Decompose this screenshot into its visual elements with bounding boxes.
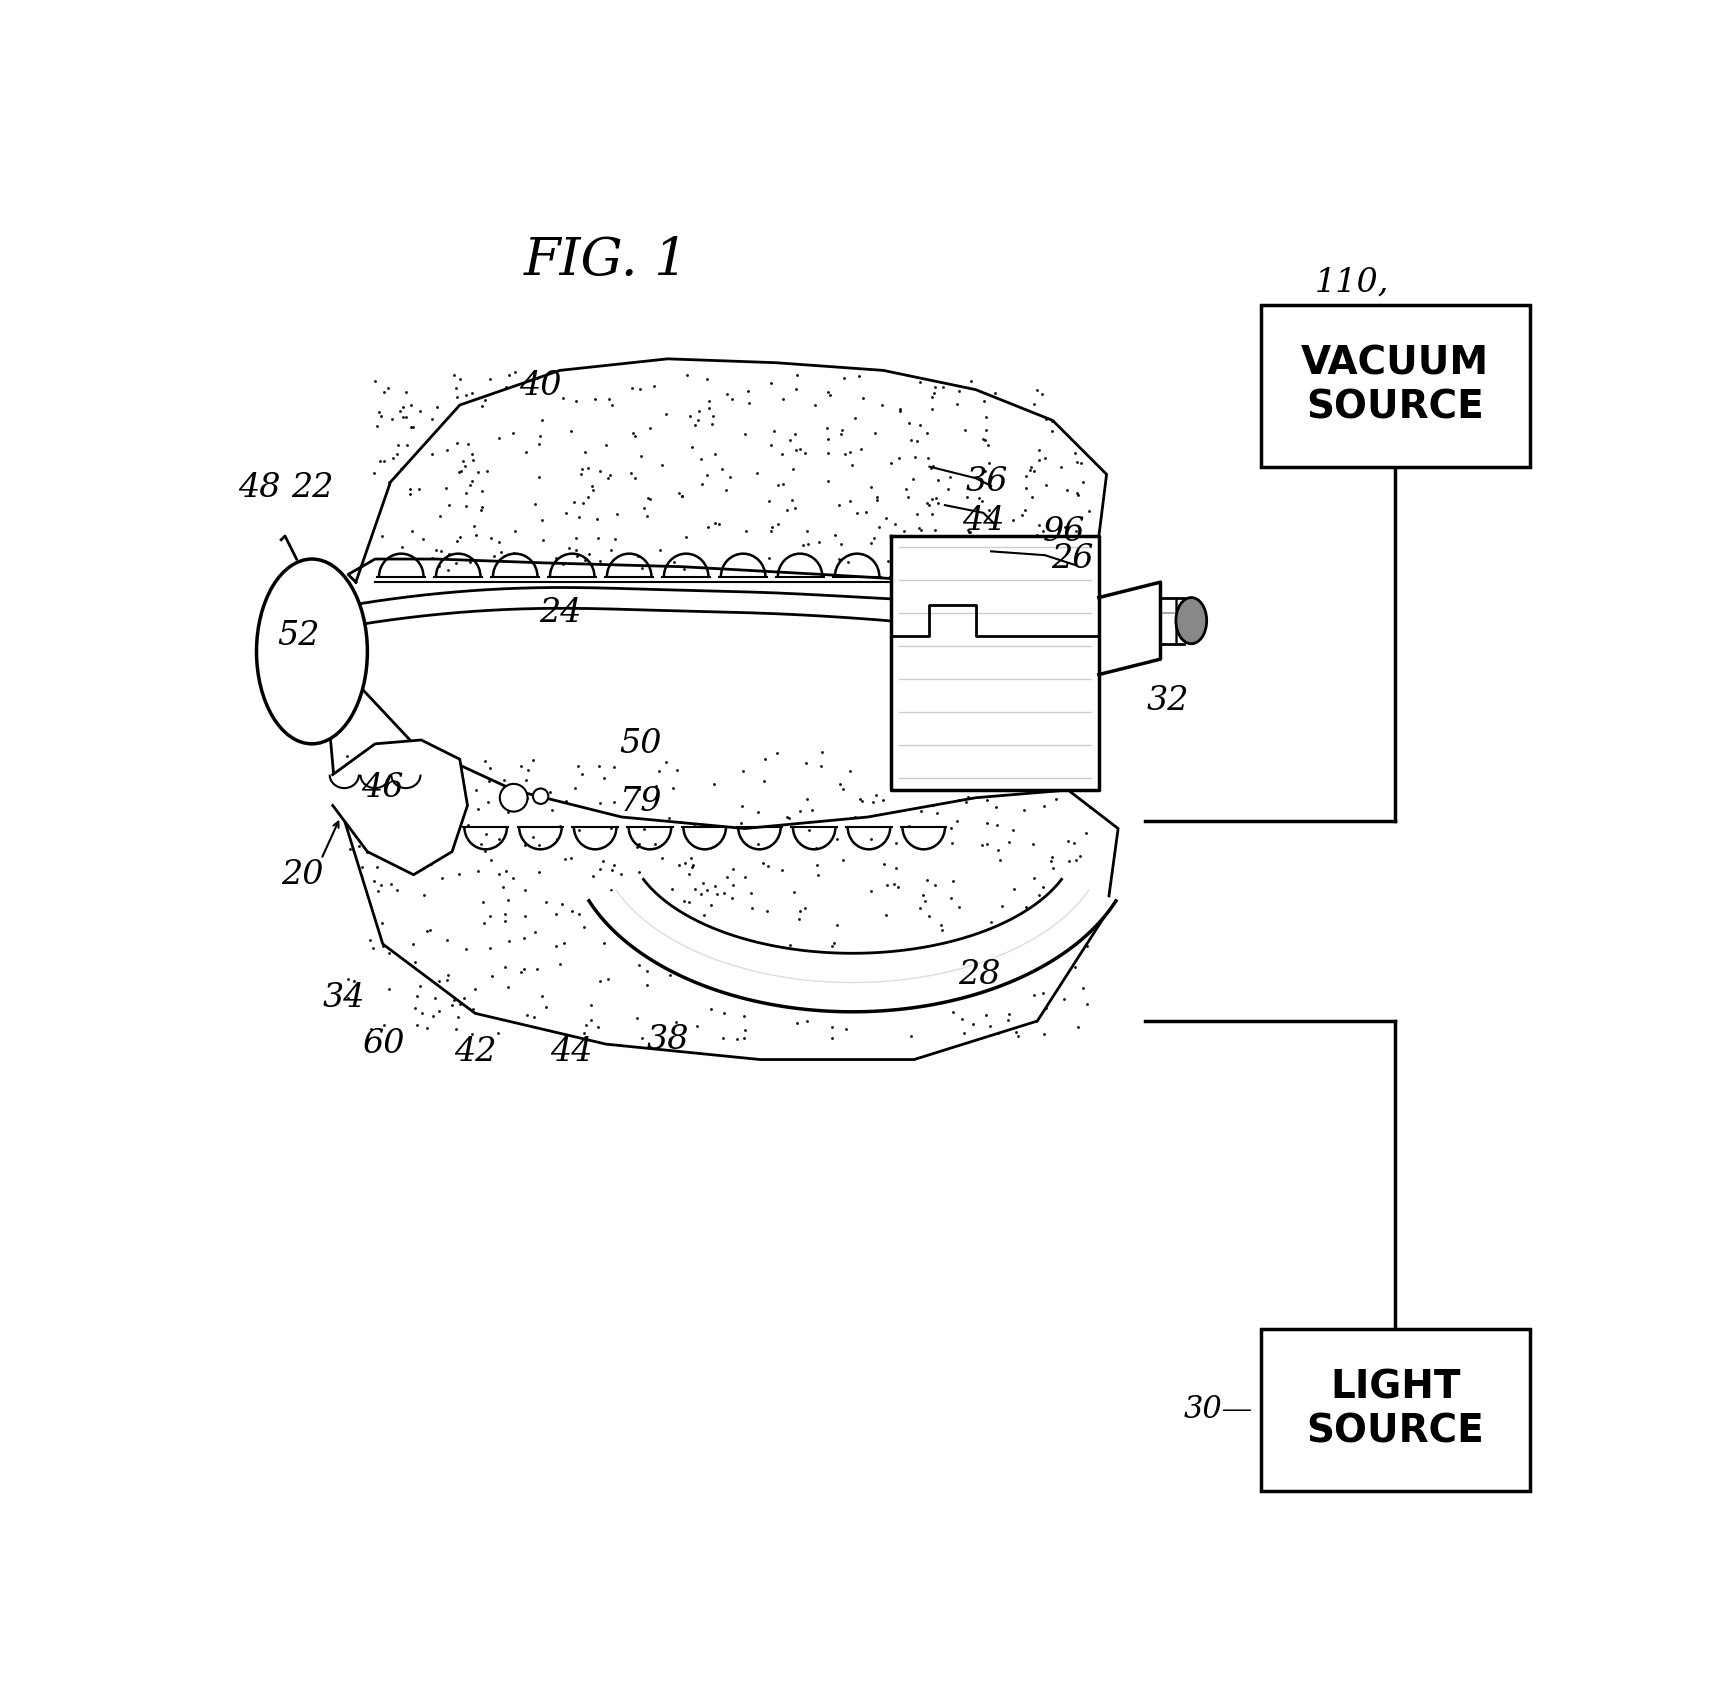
Text: 96: 96 — [1042, 516, 1085, 548]
Text: 38: 38 — [647, 1024, 688, 1057]
Text: 44: 44 — [550, 1036, 593, 1069]
Text: 28: 28 — [959, 959, 1001, 990]
Polygon shape — [349, 358, 1106, 582]
Polygon shape — [590, 879, 1117, 1012]
Bar — [1261, 306, 1529, 466]
Polygon shape — [1099, 582, 1160, 674]
Text: 24: 24 — [539, 597, 581, 628]
Text: 50: 50 — [619, 727, 662, 760]
Text: 48: 48 — [238, 473, 281, 504]
Ellipse shape — [257, 558, 368, 744]
Text: 42: 42 — [454, 1036, 496, 1069]
Text: 40: 40 — [520, 370, 562, 401]
Polygon shape — [891, 536, 1099, 790]
Text: 60: 60 — [361, 1028, 404, 1060]
Text: 79: 79 — [619, 785, 662, 818]
Text: 46: 46 — [361, 773, 404, 804]
Text: 52: 52 — [277, 620, 319, 652]
Text: LIGHT
SOURCE: LIGHT SOURCE — [1306, 1369, 1484, 1451]
Text: 32: 32 — [1146, 686, 1190, 717]
Text: VACUUM
SOURCE: VACUUM SOURCE — [1300, 345, 1490, 427]
Polygon shape — [1160, 597, 1184, 644]
Text: 22: 22 — [291, 473, 333, 504]
Text: 30—: 30— — [1184, 1395, 1254, 1425]
Polygon shape — [333, 741, 468, 874]
Bar — [1261, 1330, 1529, 1490]
Text: FIG. 1: FIG. 1 — [524, 236, 688, 285]
Text: 26: 26 — [1051, 543, 1092, 575]
Circle shape — [532, 789, 548, 804]
Text: 20: 20 — [281, 859, 323, 891]
Circle shape — [499, 784, 527, 811]
Ellipse shape — [1176, 597, 1207, 644]
Text: 34: 34 — [323, 982, 366, 1014]
Text: 36: 36 — [966, 466, 1009, 498]
Text: 44: 44 — [962, 505, 1004, 536]
Polygon shape — [321, 637, 1118, 1060]
Text: 110,: 110, — [1314, 266, 1389, 299]
